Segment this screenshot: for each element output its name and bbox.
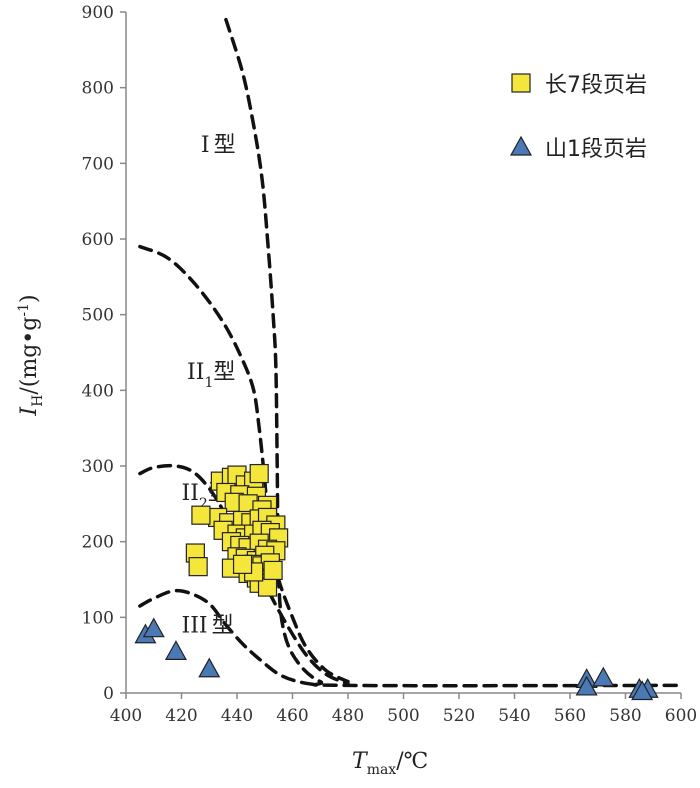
legend: 长7段页岩 山1段页岩 [509, 73, 647, 162]
axes [125, 12, 681, 694]
x-axis-label-sub: max [367, 762, 397, 778]
y-axis-label-close: ) [17, 294, 42, 303]
svg-text:IH/(mg•g-1): IH/(mg•g-1) [16, 294, 46, 416]
data-point-square [188, 557, 208, 577]
y-tick-label: 800 [82, 79, 114, 99]
x-axis-label: Tmax/℃ [352, 749, 428, 778]
y-tick-label: 300 [82, 457, 114, 477]
y-axis-label-sup: -1 [16, 303, 32, 317]
x-axis-label-main: T [352, 749, 369, 774]
legend-square-marker [511, 73, 531, 93]
y-axis-label-sub: H [30, 395, 46, 407]
x-tick-label: 440 [221, 706, 253, 726]
region-suffix: 型 [214, 133, 236, 158]
x-ticks: 400 420 440 460 480 500 520 540 560 580 600 [110, 693, 697, 726]
region-roman: III [182, 613, 208, 638]
y-axis-label-unit: /(mg•g [17, 317, 42, 395]
x-tick-label: 460 [276, 706, 308, 726]
data-point-triangle [164, 640, 187, 660]
legend-label-square: 长7段页岩 [545, 73, 647, 98]
data-point-square [263, 560, 283, 581]
x-tick-label: 580 [609, 706, 641, 726]
region-sub: 2 [199, 496, 208, 512]
data-point-square [191, 505, 211, 525]
data-point-triangle [592, 666, 615, 687]
svg-text:Tmax/℃: Tmax/℃ [352, 749, 428, 778]
y-tick-label: 900 [82, 3, 114, 23]
region-roman: I [201, 133, 210, 158]
x-tick-label: 400 [110, 706, 142, 726]
legend-triangle-marker [509, 135, 533, 156]
y-tick-label: 600 [82, 230, 114, 250]
x-tick-label: 520 [443, 706, 475, 726]
x-tick-label: 480 [332, 706, 364, 726]
y-axis-label: IH/(mg•g-1) [16, 294, 46, 416]
data-point-square [232, 554, 253, 574]
x-tick-label: 600 [665, 706, 697, 726]
x-tick-label: 500 [387, 706, 419, 726]
data-markers [134, 463, 659, 701]
region-boundaries [138, 17, 683, 688]
boundary-curve [224, 17, 683, 688]
data-point-triangle [631, 680, 654, 701]
legend-label-triangle: 山1段页岩 [545, 137, 647, 162]
region-suffix: 型 [213, 360, 235, 385]
region-suffix: 型 [212, 613, 234, 638]
region-label: III 型 [182, 613, 234, 638]
y-tick-label: 200 [82, 533, 114, 553]
y-axis-label-main: I [17, 406, 42, 417]
boundary-curve [138, 244, 350, 684]
y-tick-label: 100 [82, 608, 114, 628]
x-axis-label-unit: /℃ [396, 749, 428, 774]
data-point-triangle [142, 617, 165, 638]
region-roman: II [187, 360, 204, 385]
legend-item-triangle: 山1段页岩 [509, 135, 647, 162]
x-tick-label: 540 [498, 706, 530, 726]
region-sub: 1 [204, 375, 213, 391]
y-tick-label: 500 [82, 306, 114, 326]
y-tick-label: 700 [82, 154, 114, 174]
boundary-curve [138, 588, 323, 688]
data-point-square [249, 463, 269, 484]
x-tick-label: 560 [554, 706, 586, 726]
y-tick-label: 0 [103, 684, 114, 704]
region-roman: II [182, 481, 199, 506]
x-tick-label: 420 [165, 706, 197, 726]
data-point-triangle [575, 675, 598, 696]
y-tick-label: 400 [82, 381, 114, 401]
region-label: II1型 [187, 360, 235, 391]
legend-item-square: 长7段页岩 [511, 73, 647, 98]
y-ticks: 0 100 200 300 400 500 600 700 800 900 [82, 3, 126, 704]
data-point-triangle [198, 657, 221, 678]
